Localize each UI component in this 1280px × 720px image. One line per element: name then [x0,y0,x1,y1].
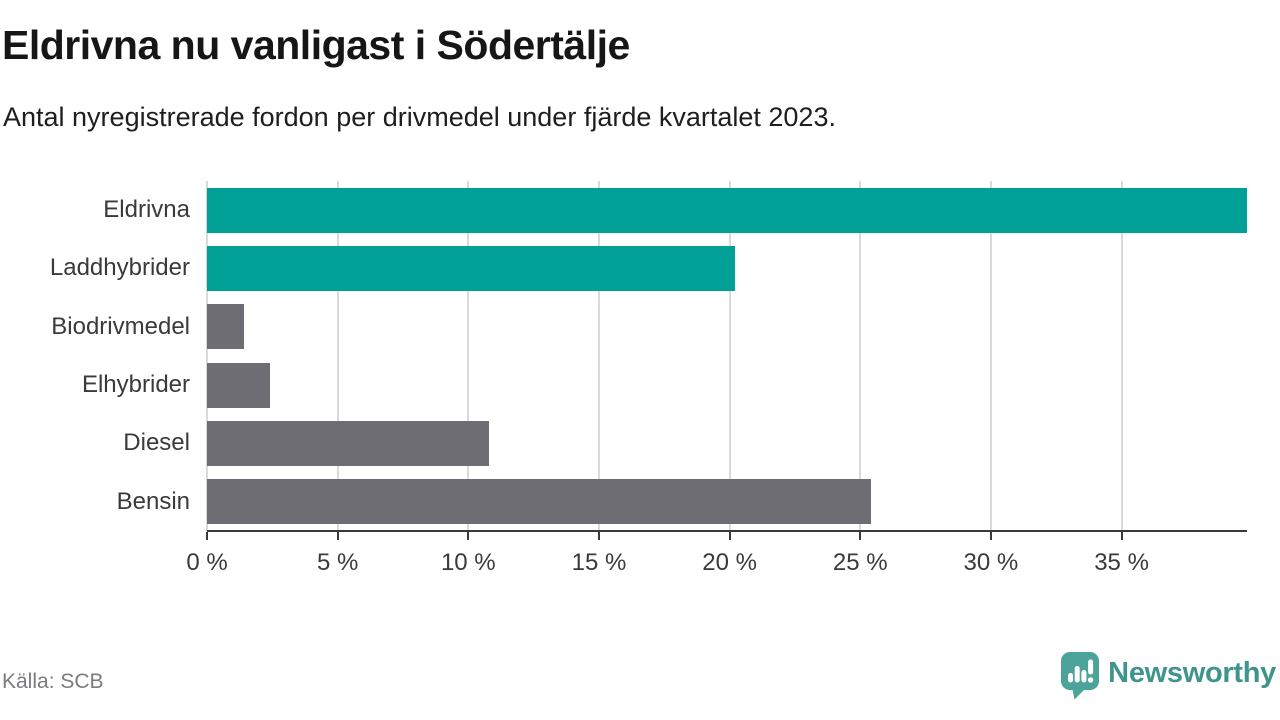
gridline-35 [1120,181,1123,531]
newsworthy-logo-icon [1061,652,1100,700]
category-label-elhybrider: Elhybrider [81,371,190,399]
category-label-biodrivmedel: Biodrivmedel [51,312,190,340]
chart-title: Eldrivna nu vanligast i Södertälje [2,22,630,68]
x-axis-tick-label-20: 20 % [702,549,757,576]
category-axis-labels: Eldrivna Laddhybrider Biodrivmedel Elhybrid… [0,181,190,531]
gridline-25 [859,181,862,531]
x-axis-tick-25 [859,532,862,540]
category-label-diesel: Diesel [123,429,190,457]
bar-biodrivmedel [207,304,244,350]
gridline-15 [597,181,600,531]
gridline-0 [206,181,208,531]
chart-subtitle: Antal nyregistrerade fordon per drivmede… [3,102,836,132]
x-axis-tick-35 [1120,532,1123,540]
newsworthy-logo-text: Newsworthy [1108,657,1276,689]
x-axis-tick-20 [728,532,731,540]
x-axis-tick-15 [597,532,600,540]
bar-eldrivna [207,187,1247,233]
x-axis-tick-label-25: 25 % [832,549,888,576]
x-axis-line [207,530,1247,532]
bar-bensin [207,479,871,525]
category-label-laddhybrider: Laddhybrider [49,254,190,282]
bar-elhybrider [207,362,270,408]
bar-diesel [207,421,490,466]
category-label-eldrivna: Eldrivna [103,196,190,224]
gridline-5 [336,181,339,531]
bar-laddhybrider [207,246,735,291]
plot-area [206,181,1247,531]
category-label-bensin: Bensin [116,487,190,515]
x-axis-tick-label-0: 0 % [186,549,228,576]
x-axis-tick-label-15: 15 % [571,549,627,576]
x-axis-tick-0 [206,532,208,540]
x-axis-tick-label-10: 10 % [440,549,496,576]
x-axis-tick-10 [467,532,470,540]
gridline-30 [989,181,992,531]
gridline-10 [467,181,470,531]
source-note: Källa: SCB [2,670,104,693]
x-axis-tick-5 [336,532,339,540]
x-axis-tick-label-35: 35 % [1094,549,1149,576]
newsworthy-logo: Newsworthy [1060,651,1276,700]
x-axis-tick-30 [989,532,992,540]
gridline-20 [728,181,731,531]
x-axis-tick-label-30: 30 % [963,549,1019,576]
x-axis-tick-label-5: 5 % [316,549,359,576]
